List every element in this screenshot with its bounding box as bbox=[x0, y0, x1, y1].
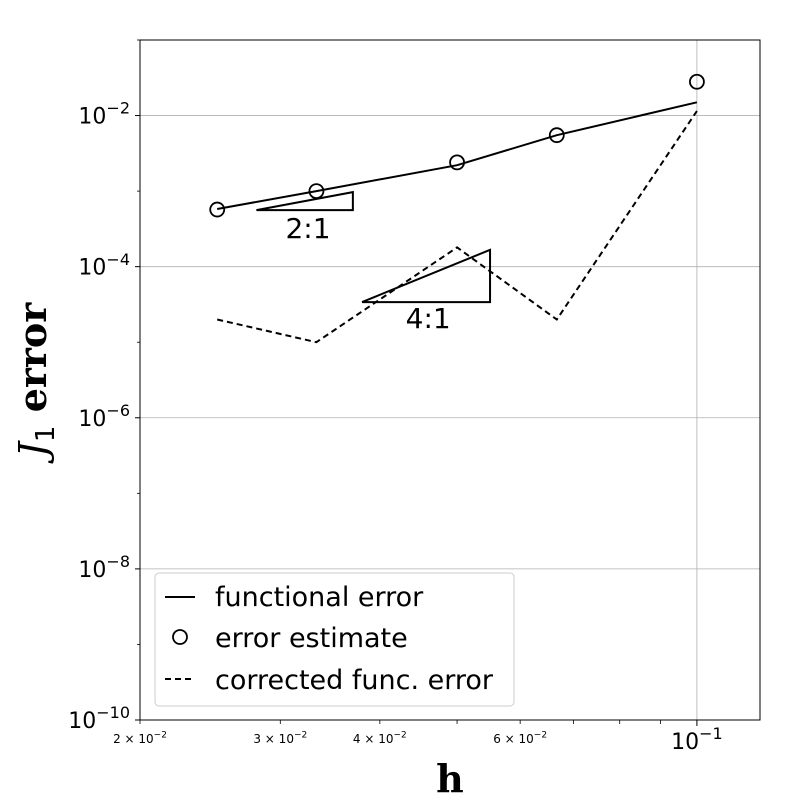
legend-label-error-estimate: error estimate bbox=[215, 623, 408, 654]
x-tick-label: 2 × 10−2 bbox=[113, 731, 167, 746]
x-tick-label: 6 × 10−2 bbox=[493, 731, 547, 746]
x-tick-label: 10−1 bbox=[671, 724, 723, 755]
series-line-functional-error bbox=[217, 101, 698, 210]
y-axis-label-suffix: error bbox=[10, 302, 55, 426]
y-tick-label: 10−8 bbox=[78, 552, 130, 583]
slope-triangle-4-to-1 bbox=[361, 248, 492, 304]
slope-label-2-to-1: 2:1 bbox=[285, 212, 330, 245]
legend-box bbox=[154, 572, 515, 707]
plot-frame bbox=[139, 39, 761, 721]
marker-error-estimate bbox=[548, 127, 565, 144]
y-tick-label: 10−10 bbox=[68, 703, 130, 734]
series-line-corrected-func-error bbox=[216, 110, 698, 344]
x-tick-label: 4 × 10−2 bbox=[353, 731, 407, 746]
slope-triangles: 2:1 4:1 bbox=[256, 190, 492, 335]
data-series bbox=[209, 73, 705, 344]
slope-label-4-to-1: 4:1 bbox=[406, 302, 451, 335]
marker-error-estimate bbox=[209, 201, 226, 218]
y-axis-ticks: 10−10 10−8 10−6 10−4 10−2 bbox=[68, 39, 140, 734]
x-tick-label: 3 × 10−2 bbox=[253, 731, 307, 746]
slope-triangle-2-to-1 bbox=[256, 190, 354, 212]
legend-label-functional-error: functional error bbox=[215, 582, 424, 613]
marker-error-estimate bbox=[689, 73, 705, 90]
y-tick-label: 10−2 bbox=[78, 99, 130, 130]
y-axis-label-subscript: 1 bbox=[31, 426, 61, 443]
legend: functional error error estimate correcte… bbox=[154, 572, 515, 707]
x-axis-label: h bbox=[436, 756, 464, 800]
legend-label-corrected-func-error: corrected func. error bbox=[215, 665, 494, 696]
y-tick-label: 10−6 bbox=[78, 401, 130, 432]
x-axis-ticks: 10−1 2 × 10−2 3 × 10−2 4 × 10−2 6 × 10−2 bbox=[113, 720, 723, 755]
legend-swatch-error-estimate bbox=[172, 629, 188, 645]
y-tick-label: 10−4 bbox=[78, 250, 130, 281]
marker-error-estimate bbox=[449, 154, 465, 171]
